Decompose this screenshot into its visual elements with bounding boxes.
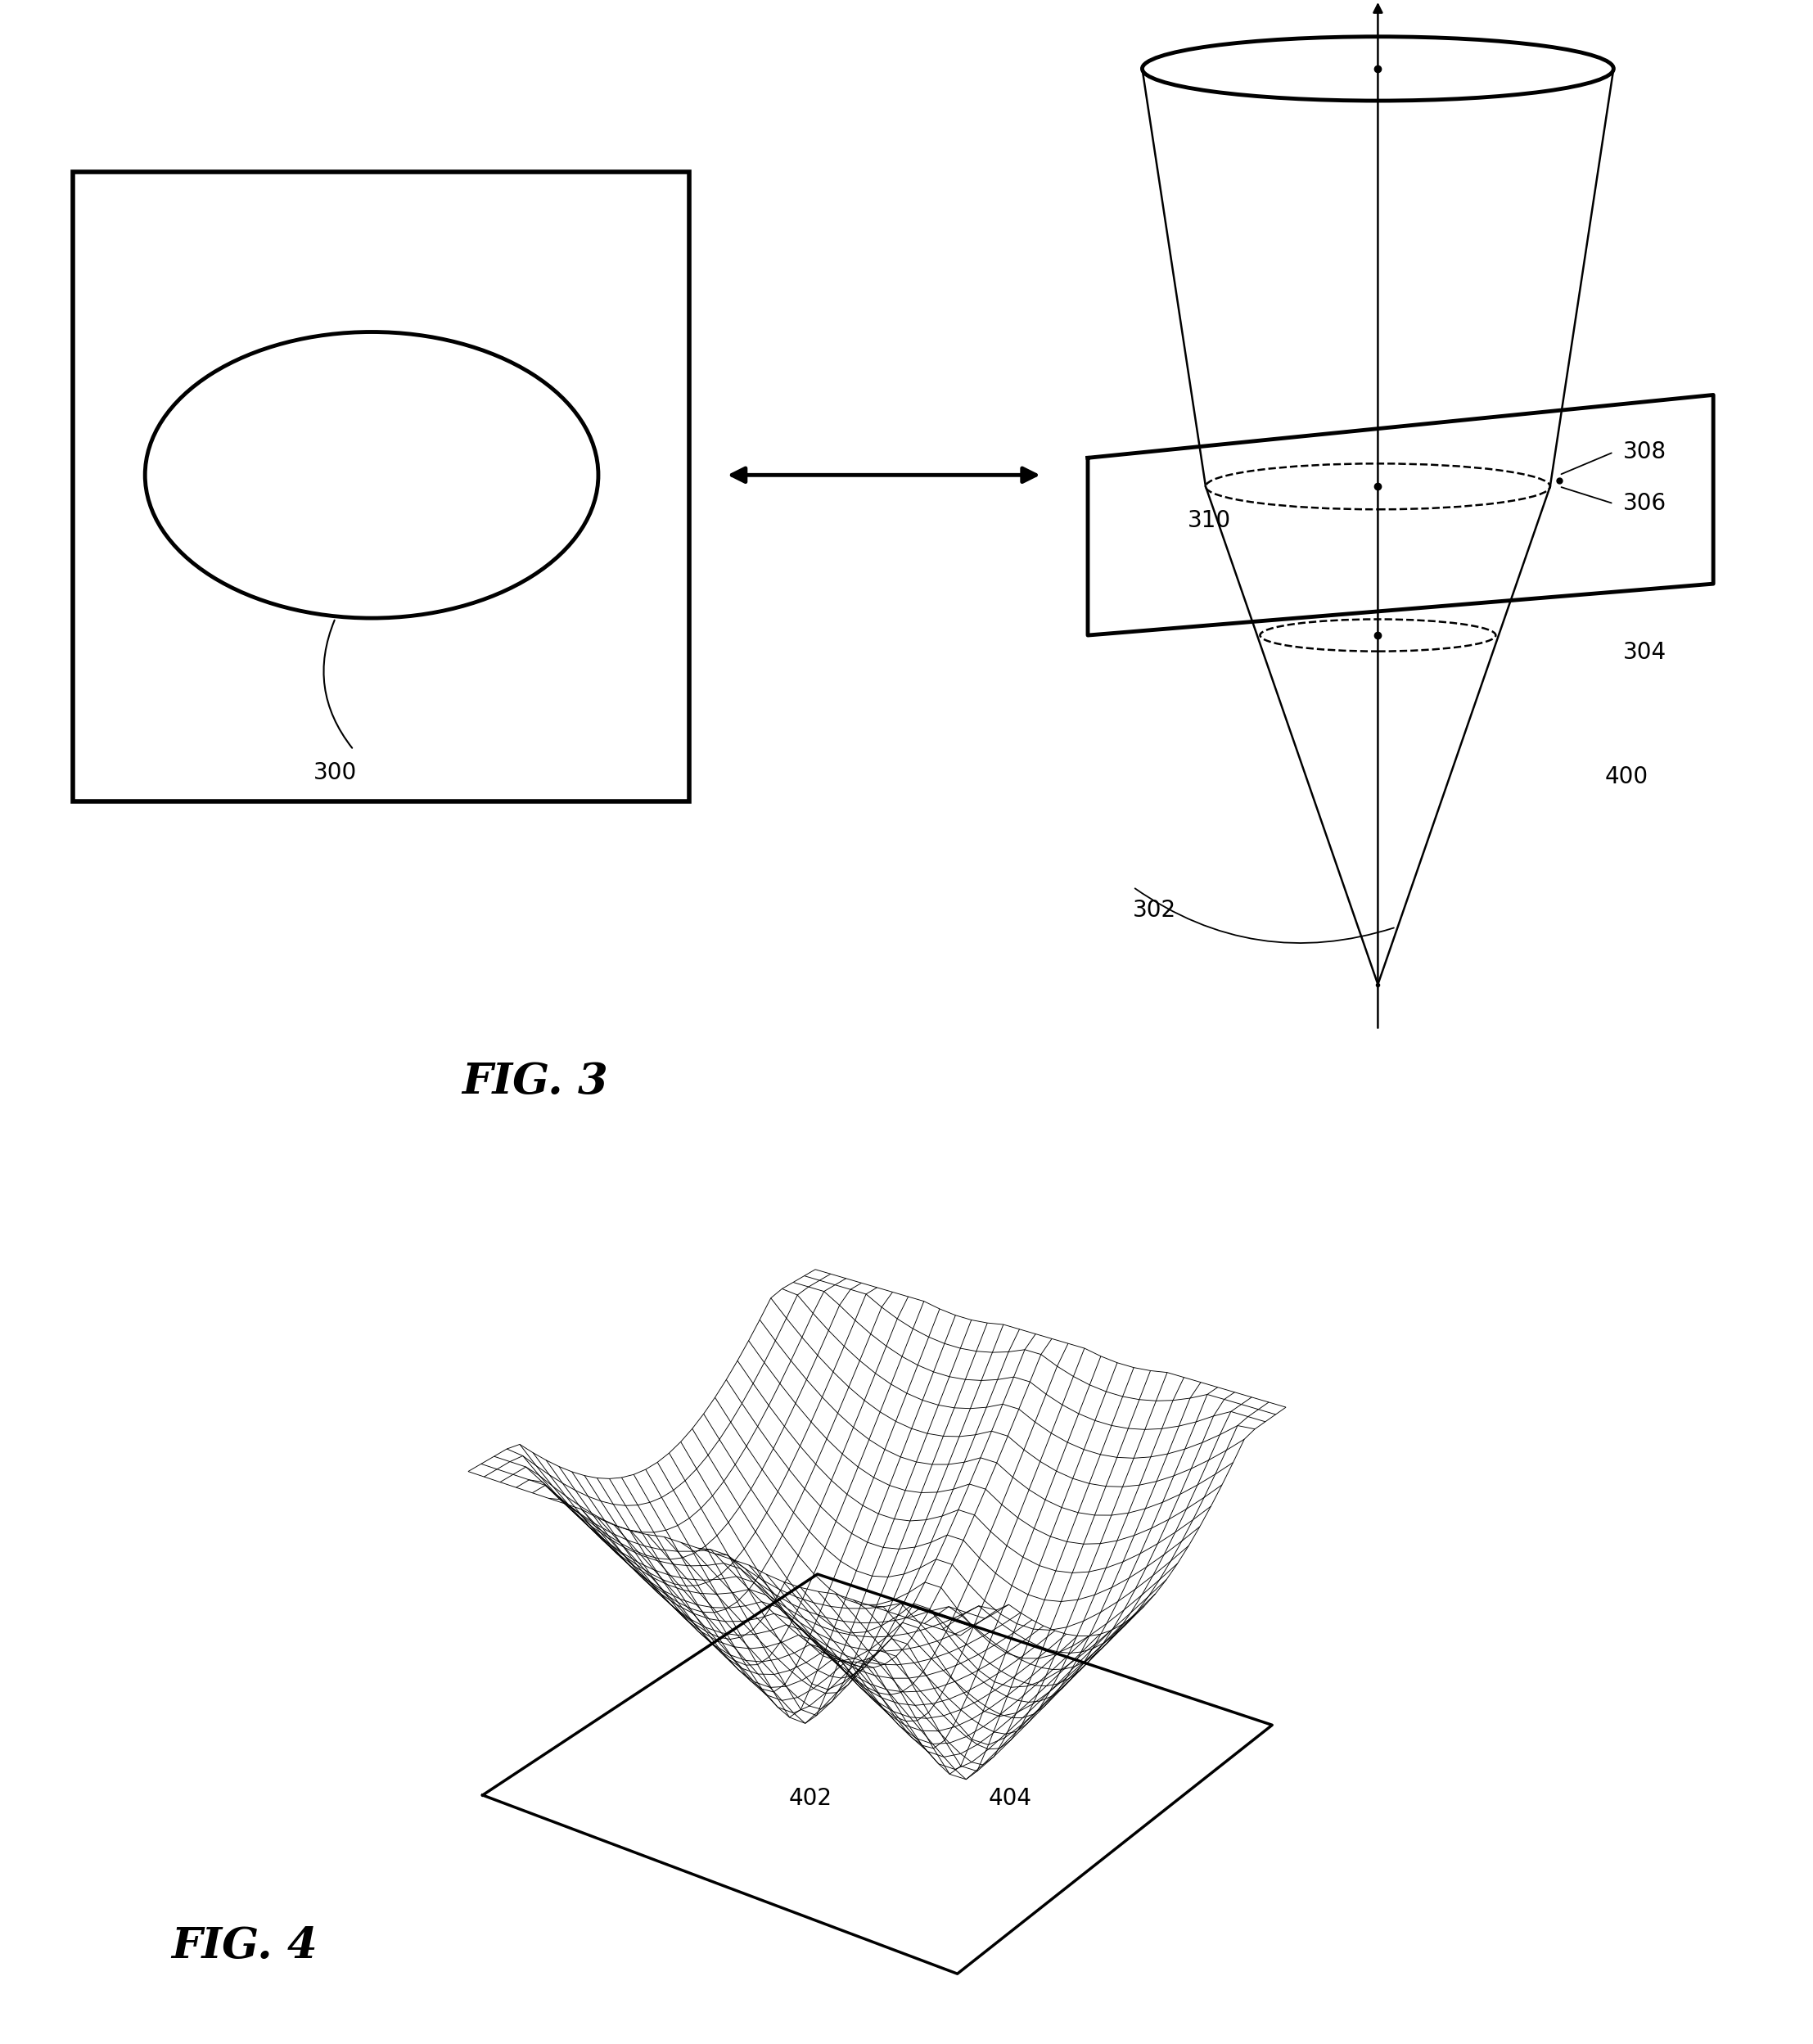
Text: 302: 302 (1133, 899, 1177, 922)
Text: FIG. 3: FIG. 3 (462, 1061, 607, 1102)
Text: FIG. 4: FIG. 4 (172, 1925, 317, 1966)
Ellipse shape (1206, 464, 1550, 509)
Circle shape (145, 331, 598, 617)
Text: 308: 308 (1623, 442, 1666, 464)
Ellipse shape (1260, 619, 1496, 652)
Text: 310: 310 (1188, 509, 1231, 531)
Text: 404: 404 (988, 1786, 1032, 1811)
Text: 306: 306 (1623, 493, 1666, 515)
Text: 400: 400 (1605, 764, 1648, 789)
Text: 402: 402 (789, 1786, 832, 1811)
Ellipse shape (1142, 37, 1614, 100)
Bar (73, 172, 689, 801)
Text: 300: 300 (314, 760, 357, 785)
Text: 304: 304 (1623, 642, 1666, 664)
